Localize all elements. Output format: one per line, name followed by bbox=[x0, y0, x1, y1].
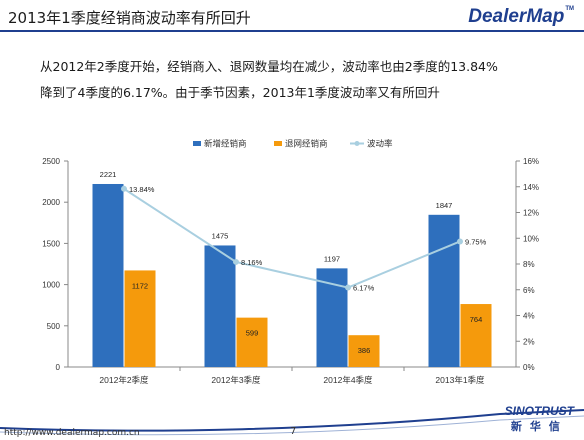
brand-tm: TM bbox=[565, 6, 574, 12]
summary-line-1: 从2012年2季度开始，经销商入、退网数量均在减少，波动率也由2季度的13.84… bbox=[40, 59, 498, 74]
bar-exit-dealers bbox=[460, 304, 492, 367]
bar-exit-dealers bbox=[236, 317, 268, 367]
y2-tick-label: 0% bbox=[523, 363, 535, 372]
y-tick-label: 2000 bbox=[42, 198, 60, 207]
dealer-chart: 0 500 1000 1500 2000 2500 0% 2% 4% 6% 8% 10% 12% 14% 1… bbox=[42, 139, 539, 386]
y-tick-label: 500 bbox=[47, 322, 61, 331]
y2-tick-label: 8% bbox=[523, 260, 535, 269]
y2-tick-label: 10% bbox=[523, 234, 539, 243]
bar-value-label: 599 bbox=[246, 329, 259, 338]
title-divider bbox=[0, 30, 584, 32]
y-tick-label: 0 bbox=[56, 363, 61, 372]
bar-value-label: 2221 bbox=[100, 170, 117, 179]
y-tick-label: 1500 bbox=[42, 239, 60, 248]
sinotrust-cn-name: 新华信 bbox=[510, 420, 568, 433]
bar-exit-dealers bbox=[124, 270, 156, 367]
footer-swoosh bbox=[0, 409, 584, 436]
bar-exit-dealers bbox=[348, 335, 380, 367]
y2-tick-label: 14% bbox=[523, 183, 539, 192]
summary-text: 从2012年2季度开始，经销商入、退网数量均在减少，波动率也由2季度的13.84… bbox=[40, 54, 570, 106]
bar-value-label: 1475 bbox=[212, 231, 229, 240]
y2-tick-label: 6% bbox=[523, 286, 535, 295]
y-tick-label: 1000 bbox=[42, 281, 60, 290]
page-title: 2013年1季度经销商波动率有所回升 bbox=[8, 9, 251, 27]
x-tick-label: 2013年1季度 bbox=[435, 375, 485, 385]
rate-label: 13.84% bbox=[129, 185, 155, 194]
dealermap-logo: DealerMapTM bbox=[468, 6, 574, 28]
y2-tick-label: 16% bbox=[523, 157, 539, 166]
rate-point bbox=[121, 185, 127, 192]
bar-new-dealers bbox=[204, 245, 236, 367]
rate-point bbox=[457, 238, 463, 245]
legend-swatch bbox=[274, 141, 282, 146]
rate-label: 9.75% bbox=[465, 237, 487, 246]
page-number: 7 bbox=[290, 426, 297, 437]
legend-swatch-marker bbox=[354, 141, 360, 146]
legend-label: 新增经销商 bbox=[204, 139, 247, 149]
rate-line bbox=[123, 187, 461, 289]
rate-point bbox=[345, 284, 351, 291]
sinotrust-name: SINOTRUST bbox=[504, 404, 574, 418]
bar-new-dealers bbox=[428, 214, 460, 367]
bar-value-label: 764 bbox=[470, 315, 483, 324]
y2-tick-label: 12% bbox=[523, 209, 539, 218]
bar-value-label: 1172 bbox=[132, 281, 148, 290]
bar-value-label: 1847 bbox=[436, 201, 453, 210]
legend-label: 波动率 bbox=[367, 139, 393, 149]
footer-url[interactable]: http://www.dealermap.com.cn bbox=[4, 428, 140, 438]
brand-name: DealerMap bbox=[468, 6, 565, 27]
bar-value-label: 1197 bbox=[324, 254, 340, 263]
legend-swatch bbox=[193, 141, 201, 146]
x-tick-label: 2012年4季度 bbox=[323, 375, 373, 385]
bar-value-label: 386 bbox=[358, 346, 371, 355]
summary-line-2: 降到了4季度的6.17%。由于季节因素，2013年1季度波动率又有所回升 bbox=[40, 85, 440, 100]
rate-label: 6.17% bbox=[353, 284, 375, 293]
legend-label: 退网经销商 bbox=[285, 139, 328, 149]
x-tick-label: 2012年2季度 bbox=[99, 375, 149, 385]
rate-label: 8.16% bbox=[241, 258, 263, 267]
x-tick-label: 2012年3季度 bbox=[211, 375, 261, 385]
y-tick-label: 2500 bbox=[42, 157, 60, 166]
rate-point bbox=[233, 258, 239, 265]
y2-tick-label: 2% bbox=[523, 337, 535, 346]
sinotrust-logo: SINOTRUST 新华信 bbox=[505, 404, 574, 434]
bar-new-dealers bbox=[92, 183, 124, 367]
y2-tick-label: 4% bbox=[523, 312, 535, 321]
